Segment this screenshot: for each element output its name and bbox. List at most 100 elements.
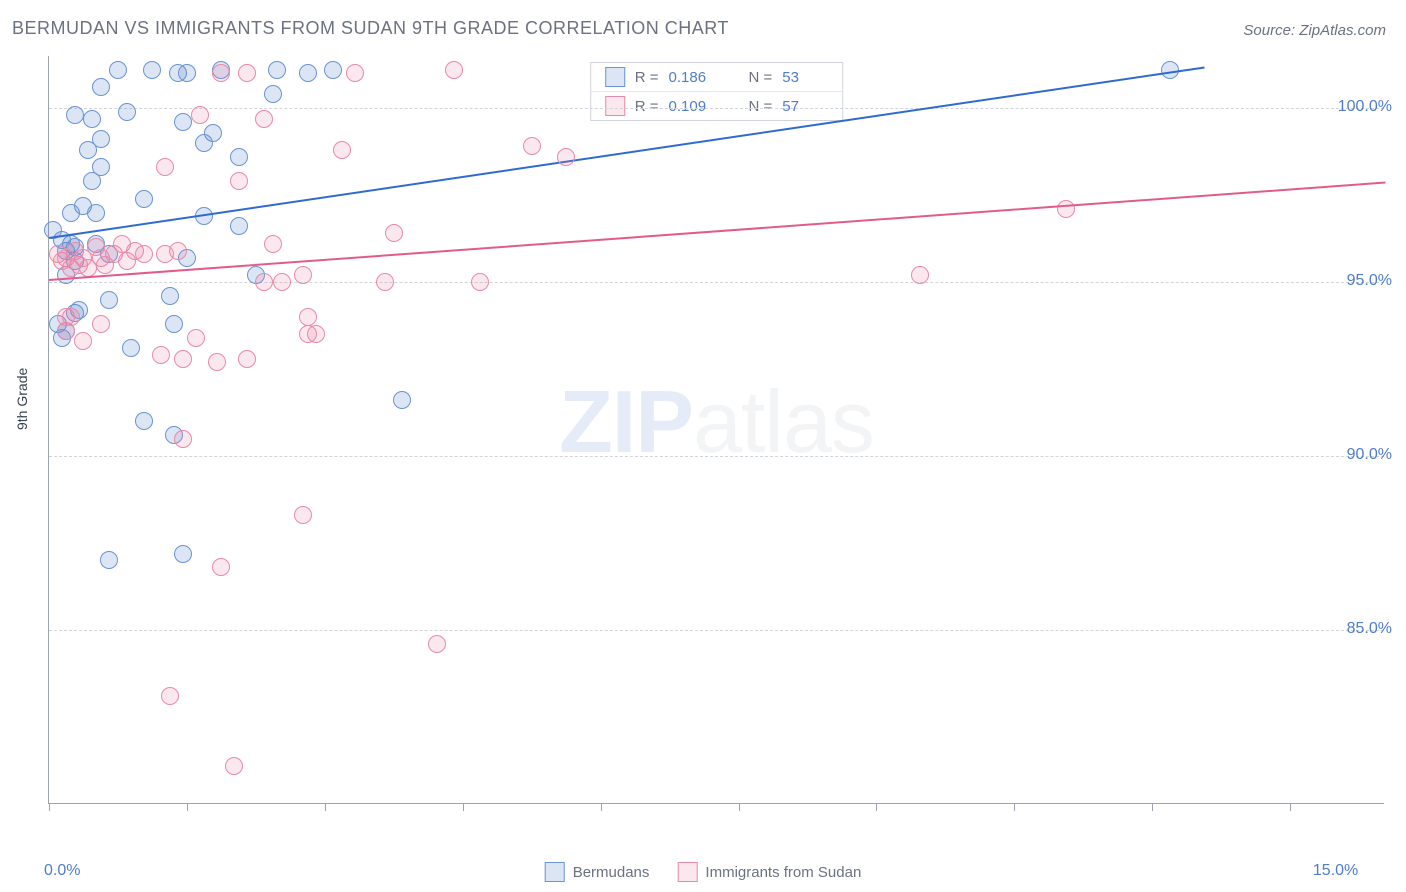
scatter-point-sudan: [174, 430, 192, 448]
x-tick: [49, 803, 50, 811]
x-tick: [1290, 803, 1291, 811]
scatter-point-bermudans: [79, 141, 97, 159]
x-tick: [876, 803, 877, 811]
scatter-point-sudan: [212, 558, 230, 576]
legend-item-sudan: Immigrants from Sudan: [677, 862, 861, 882]
scatter-point-sudan: [74, 332, 92, 350]
scatter-point-bermudans: [92, 78, 110, 96]
y-tick-label: 90.0%: [1347, 446, 1392, 464]
scatter-point-sudan: [208, 353, 226, 371]
x-tick: [1014, 803, 1015, 811]
scatter-point-bermudans: [87, 204, 105, 222]
scatter-point-sudan: [264, 235, 282, 253]
scatter-point-bermudans: [83, 110, 101, 128]
plot-area: ZIPatlas R = 0.186 N = 53 R = 0.109 N = …: [48, 56, 1384, 804]
scatter-point-bermudans: [143, 61, 161, 79]
scatter-point-sudan: [135, 245, 153, 263]
scatter-point-sudan: [299, 325, 317, 343]
gridline-h: [49, 456, 1384, 457]
n-label: N =: [749, 69, 773, 86]
scatter-point-sudan: [911, 266, 929, 284]
scatter-point-bermudans: [393, 391, 411, 409]
n-value: 53: [782, 69, 828, 86]
scatter-point-sudan: [294, 266, 312, 284]
x-tick: [739, 803, 740, 811]
swatch-sudan: [605, 96, 625, 116]
stats-row-bermudans: R = 0.186 N = 53: [591, 63, 843, 91]
scatter-point-bermudans: [83, 172, 101, 190]
gridline-h: [49, 108, 1384, 109]
legend-label-sudan: Immigrants from Sudan: [705, 864, 861, 881]
r-label: R =: [635, 98, 659, 115]
scatter-point-sudan: [191, 106, 209, 124]
x-tick: [325, 803, 326, 811]
trend-line-sudan: [49, 181, 1385, 280]
scatter-point-bermudans: [299, 64, 317, 82]
swatch-bermudans: [605, 67, 625, 87]
y-tick-label: 85.0%: [1347, 620, 1392, 638]
legend-swatch-bermudans: [545, 862, 565, 882]
gridline-h: [49, 282, 1384, 283]
scatter-point-bermudans: [135, 412, 153, 430]
series-legend: Bermudans Immigrants from Sudan: [545, 862, 862, 882]
scatter-point-sudan: [346, 64, 364, 82]
scatter-point-bermudans: [268, 61, 286, 79]
scatter-point-sudan: [156, 158, 174, 176]
chart-title: BERMUDAN VS IMMIGRANTS FROM SUDAN 9TH GR…: [12, 18, 729, 39]
gridline-h: [49, 630, 1384, 631]
scatter-point-sudan: [238, 64, 256, 82]
scatter-point-bermudans: [230, 148, 248, 166]
scatter-point-bermudans: [122, 339, 140, 357]
scatter-point-bermudans: [264, 85, 282, 103]
scatter-point-sudan: [273, 273, 291, 291]
scatter-point-sudan: [376, 273, 394, 291]
scatter-point-sudan: [299, 308, 317, 326]
scatter-point-sudan: [523, 137, 541, 155]
r-value: 0.186: [669, 69, 715, 86]
x-tick: [187, 803, 188, 811]
scatter-point-bermudans: [100, 291, 118, 309]
scatter-point-bermudans: [66, 106, 84, 124]
scatter-point-bermudans: [324, 61, 342, 79]
scatter-point-sudan: [161, 687, 179, 705]
scatter-point-sudan: [1057, 200, 1075, 218]
scatter-point-sudan: [294, 506, 312, 524]
scatter-point-bermudans: [100, 551, 118, 569]
scatter-point-bermudans: [62, 204, 80, 222]
x-tick: [463, 803, 464, 811]
scatter-point-sudan: [557, 148, 575, 166]
scatter-point-sudan: [212, 64, 230, 82]
scatter-point-bermudans: [174, 113, 192, 131]
scatter-point-bermudans: [109, 61, 127, 79]
scatter-point-bermudans: [178, 64, 196, 82]
x-tick: [1152, 803, 1153, 811]
chart-container: BERMUDAN VS IMMIGRANTS FROM SUDAN 9TH GR…: [0, 0, 1406, 892]
scatter-point-sudan: [174, 350, 192, 368]
y-tick-label: 95.0%: [1347, 272, 1392, 290]
scatter-point-sudan: [187, 329, 205, 347]
r-value: 0.109: [669, 98, 715, 115]
y-axis-label: 9th Grade: [14, 368, 30, 430]
scatter-point-sudan: [471, 273, 489, 291]
correlation-stats-box: R = 0.186 N = 53 R = 0.109 N = 57: [590, 62, 844, 121]
n-value: 57: [782, 98, 828, 115]
source-name: ZipAtlas.com: [1299, 22, 1386, 39]
y-tick-label: 100.0%: [1338, 98, 1392, 116]
scatter-point-sudan: [255, 110, 273, 128]
scatter-point-bermudans: [174, 545, 192, 563]
x-tick-label: 15.0%: [1313, 862, 1358, 880]
scatter-point-sudan: [255, 273, 273, 291]
legend-swatch-sudan: [677, 862, 697, 882]
scatter-point-sudan: [333, 141, 351, 159]
source-credit: Source: ZipAtlas.com: [1243, 22, 1386, 39]
stats-row-sudan: R = 0.109 N = 57: [591, 91, 843, 120]
scatter-point-bermudans: [135, 190, 153, 208]
scatter-point-sudan: [152, 346, 170, 364]
source-prefix: Source:: [1243, 22, 1299, 39]
x-tick-label: 0.0%: [44, 862, 80, 880]
scatter-point-bermudans: [195, 134, 213, 152]
scatter-point-sudan: [428, 635, 446, 653]
scatter-point-sudan: [92, 315, 110, 333]
legend-label-bermudans: Bermudans: [573, 864, 650, 881]
scatter-point-bermudans: [230, 217, 248, 235]
